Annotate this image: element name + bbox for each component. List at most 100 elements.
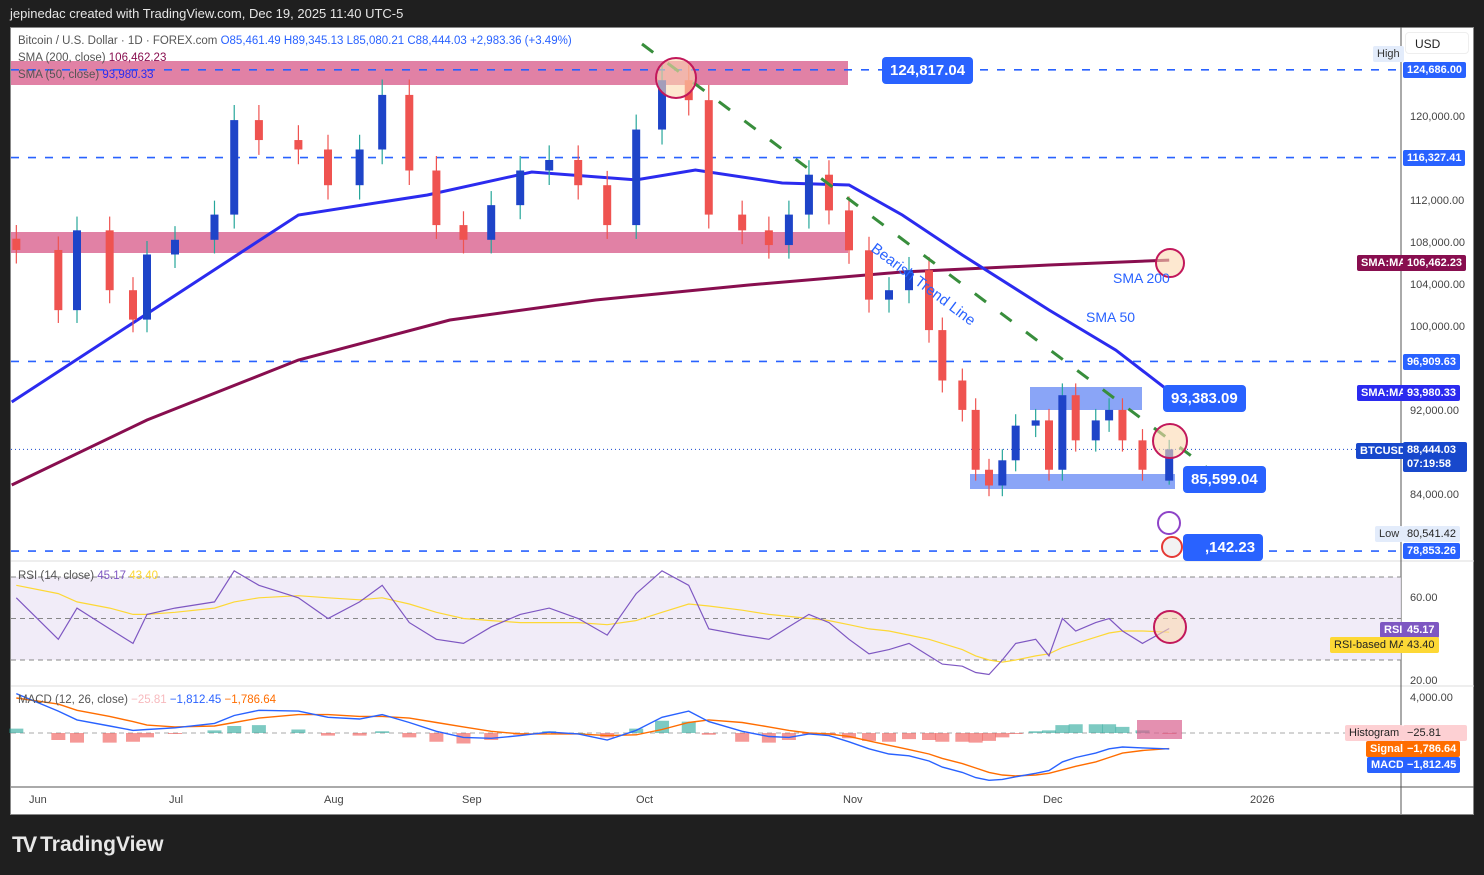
sma50-tag: SMA:MA [1357, 385, 1411, 401]
rsi-value: 45.17 [97, 570, 127, 582]
candle-body [1165, 449, 1174, 481]
sma200-annotation[interactable]: SMA 200 [1113, 270, 1170, 286]
sma50-value: 93,980.33 [102, 69, 154, 81]
macd-histogram-bar [1042, 730, 1056, 733]
macd-histogram-bar [701, 733, 716, 735]
candle-body [1118, 409, 1127, 441]
pane-separators [11, 27, 1474, 814]
macd-histogram-bar [352, 733, 367, 736]
level-badge-1: 116,327.41 [1403, 150, 1466, 166]
rsi-pane [11, 569, 1401, 676]
macd-histogram-bar [968, 733, 983, 743]
macd-histogram-bar [842, 733, 856, 739]
legend-macd[interactable]: MACD (12, 26, close) −25.81 −1,812.45 −1… [18, 694, 276, 706]
callout-124817[interactable]: 124,817.04 [882, 57, 974, 84]
macd-histogram-bar [735, 733, 750, 742]
candle-body [432, 170, 441, 226]
last-price: 88,444.03 [1407, 444, 1456, 456]
candle-body [230, 120, 239, 215]
support-zone [11, 232, 848, 253]
candle-body [998, 460, 1007, 486]
time-label: Oct [636, 794, 654, 806]
candle-body [324, 149, 332, 186]
event-lightning-icon [1157, 511, 1181, 535]
candle-body [1091, 420, 1100, 441]
time-label: Jul [169, 794, 184, 806]
time-label: Jun [29, 794, 47, 806]
candle-body [1071, 395, 1080, 441]
legend-rsi[interactable]: RSI (14, close) 45.17 43.40 [18, 570, 158, 582]
tradingview-logo-icon: TV [12, 832, 37, 857]
candles [12, 64, 1174, 497]
tradingview-logo[interactable]: TV TradingView [12, 832, 163, 858]
candle-body [971, 409, 980, 470]
callout-bottom[interactable]: ,142.23 [1183, 534, 1264, 561]
rsi-tag: RSI [1380, 622, 1407, 638]
sma200-label: SMA (200, close) [18, 52, 106, 64]
macd-histogram-bar [1055, 725, 1070, 733]
low-tag: Low [1375, 526, 1404, 542]
signal-tag: Signal [1366, 741, 1408, 757]
sma50-label: SMA (50, close) [18, 69, 100, 81]
currency-button[interactable]: USD [1405, 32, 1469, 54]
candle-body [958, 380, 967, 410]
candle-body [1031, 420, 1040, 426]
rsi-tick-60: 60.00 [1410, 592, 1438, 604]
legend-main: Bitcoin / U.S. Dollar · 1D · FOREX.com O… [18, 35, 572, 47]
macd-histogram-bar [227, 726, 242, 733]
legend-symbol: Bitcoin / U.S. Dollar · 1D · FOREX.com [18, 35, 218, 47]
macd-histogram-bar [1102, 724, 1117, 733]
macd-signal-value: −1,786.64 [224, 694, 277, 706]
macd-histogram-bar [126, 733, 140, 742]
candle-body [574, 160, 583, 186]
macd-tag: MACD [1367, 757, 1408, 773]
macd-histogram-bar [1115, 726, 1130, 733]
zones [11, 61, 1175, 489]
macd-pane [9, 692, 1401, 782]
sma50-annotation[interactable]: SMA 50 [1086, 309, 1136, 325]
macd-histogram-bar [140, 733, 154, 738]
callout-93383[interactable]: 93,383.09 [1163, 385, 1246, 412]
moving-averages [10, 168, 1171, 487]
macd-histogram-bar [207, 730, 222, 733]
time-label: Sep [462, 794, 482, 806]
highlight-circle [655, 57, 697, 99]
highlight-circle [1152, 423, 1188, 459]
time-label: Dec [1043, 794, 1063, 806]
candle-body [764, 230, 773, 246]
time-label: 2026 [1250, 794, 1275, 806]
macd-histogram-bar [168, 733, 182, 734]
macd-value: −1,812.45 [169, 694, 222, 706]
candle-body [658, 80, 667, 130]
macd-histogram-bar [1088, 724, 1103, 733]
callout-85599[interactable]: 85,599.04 [1183, 466, 1266, 493]
candle-body [254, 120, 263, 141]
level-badge-3: 78,853.26 [1403, 543, 1460, 559]
candle-body [73, 230, 81, 311]
candle-body [54, 249, 63, 311]
macd-histogram-bar [982, 733, 996, 741]
candle-body [459, 225, 468, 240]
price-tick: 84,000.00 [1410, 489, 1459, 501]
high-tag: High [1373, 46, 1404, 62]
candle-body [985, 469, 993, 486]
legend-open: O85,461.49 [220, 35, 281, 47]
legend-high: H89,345.13 [283, 35, 344, 47]
time-label: Aug [324, 794, 344, 806]
macd-signal-line [16, 697, 1170, 777]
legend-low: L85,080.21 [346, 35, 405, 47]
candle-body [603, 185, 612, 226]
signal-badge: −1,786.64 [1403, 741, 1461, 757]
price-tick: 100,000.00 [1410, 321, 1466, 333]
us-flag-event-icon [1161, 536, 1183, 558]
highlight-circle [1153, 610, 1187, 644]
candle-body [1138, 440, 1147, 470]
legend-sma200[interactable]: SMA (200, close) 106,462.23 [18, 52, 166, 64]
rsi-ma-value: 43.40 [129, 570, 159, 582]
legend-sma50[interactable]: SMA (50, close) 93,980.33 [18, 69, 154, 81]
candle-body [294, 140, 303, 150]
candle-body [804, 174, 813, 215]
candle-body [632, 129, 641, 226]
price-tick: 120,000.00 [1410, 111, 1466, 123]
